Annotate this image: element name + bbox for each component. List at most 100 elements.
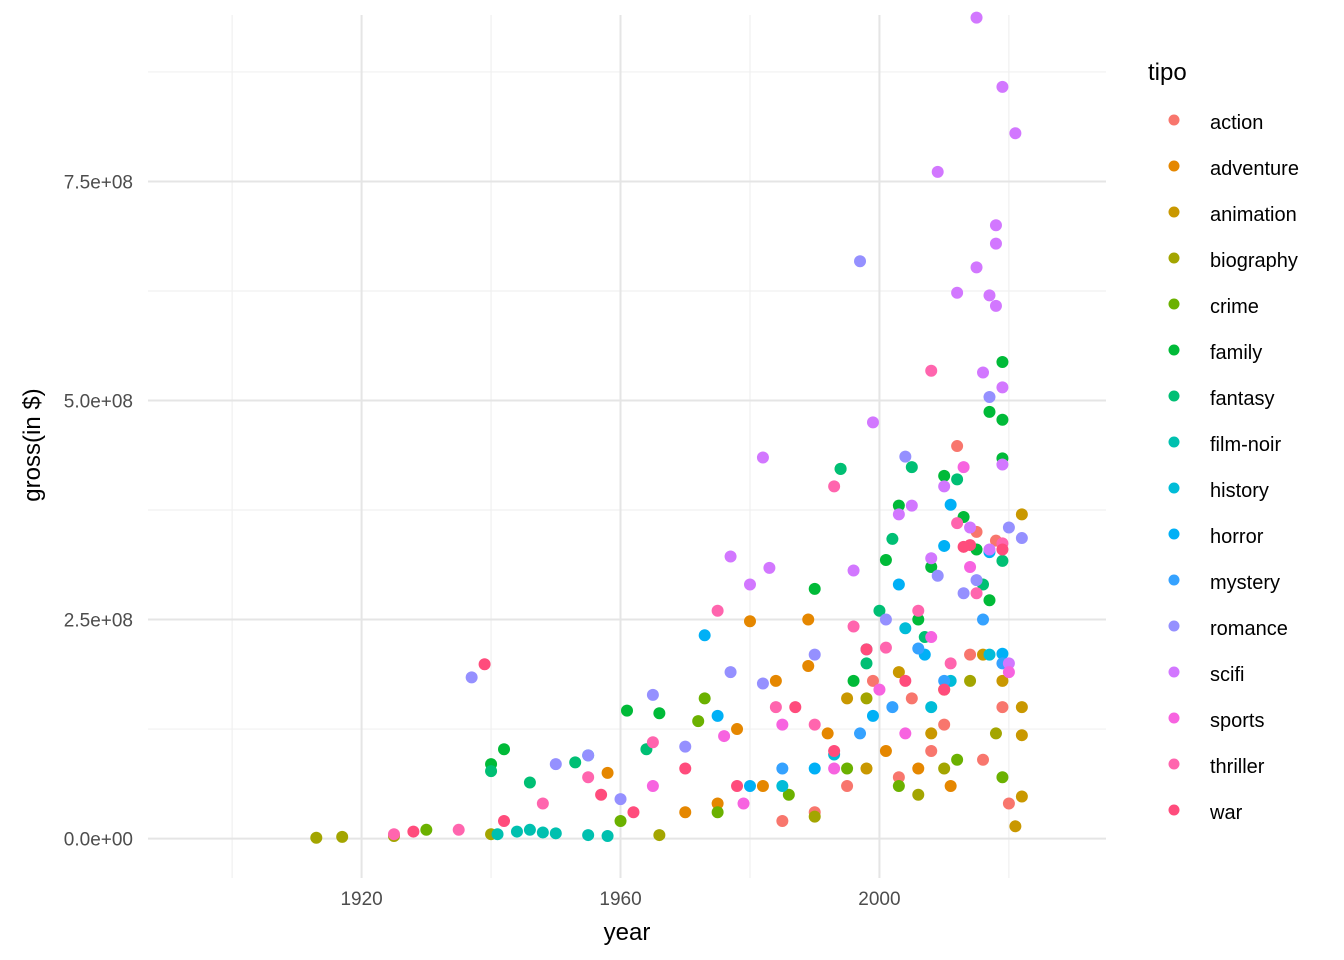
- data-point-scifi: [892, 508, 905, 521]
- data-point-romance: [1002, 521, 1015, 534]
- data-point-scifi: [1009, 127, 1022, 140]
- data-point-romance: [582, 749, 595, 762]
- data-point-scifi: [925, 552, 938, 565]
- data-point-mystery: [886, 701, 899, 714]
- data-point-adventure: [912, 762, 925, 775]
- y-axis-title: gross(in $): [19, 388, 46, 501]
- data-point-biography: [912, 788, 925, 801]
- data-point-horror: [711, 709, 724, 722]
- data-point-romance: [724, 666, 737, 679]
- data-point-adventure: [802, 659, 815, 672]
- data-points: [310, 11, 1028, 844]
- data-point-scifi: [977, 366, 990, 379]
- data-point-scifi: [996, 80, 1009, 93]
- data-point-war: [731, 780, 744, 793]
- y-tick-label: 2.5e+08: [64, 611, 133, 632]
- x-tick-label: 1960: [599, 889, 641, 910]
- legend-label-sports: sports: [1210, 710, 1264, 732]
- data-point-family: [925, 560, 938, 573]
- data-point-animation: [860, 762, 873, 775]
- data-point-scifi: [951, 286, 964, 299]
- data-point-animation: [841, 692, 854, 705]
- data-point-thriller: [970, 587, 983, 600]
- data-point-family: [983, 594, 996, 607]
- legend-label-mystery: mystery: [1210, 572, 1280, 594]
- data-point-action: [964, 648, 977, 661]
- legend-key-action: [1168, 114, 1180, 126]
- data-point-scifi: [964, 521, 977, 534]
- data-point-mystery: [938, 674, 951, 687]
- data-point-sports: [646, 780, 659, 793]
- data-point-war: [407, 825, 420, 838]
- data-point-war: [498, 815, 511, 828]
- data-point-adventure: [879, 744, 892, 757]
- legend-key-crime: [1168, 298, 1180, 310]
- data-point-thriller: [912, 604, 925, 617]
- legend-key-thriller: [1168, 758, 1180, 770]
- data-point-romance: [970, 574, 983, 587]
- data-point-fantasy: [886, 532, 899, 545]
- x-axis-title: year: [604, 919, 651, 946]
- data-point-family: [847, 674, 860, 687]
- data-point-adventure: [679, 806, 692, 819]
- data-point-family: [808, 582, 821, 595]
- data-point-thriller: [711, 604, 724, 617]
- legend-label-horror: horror: [1210, 526, 1264, 548]
- legend-label-adventure: adventure: [1210, 158, 1299, 180]
- data-point-scifi: [983, 289, 996, 302]
- x-tick-label: 1920: [340, 889, 382, 910]
- legend-label-history: history: [1210, 480, 1269, 502]
- data-point-sports: [964, 560, 977, 573]
- data-point-biography: [336, 830, 349, 843]
- data-point-sports: [737, 797, 750, 810]
- data-point-war: [627, 806, 640, 819]
- legend-label-action: action: [1210, 112, 1263, 134]
- legend-label-animation: animation: [1210, 204, 1297, 226]
- data-point-romance: [957, 587, 970, 600]
- data-point-scifi: [970, 261, 983, 274]
- data-point-biography: [860, 692, 873, 705]
- data-point-crime: [892, 780, 905, 793]
- legend-key-scifi: [1168, 666, 1180, 678]
- data-point-romance: [899, 450, 912, 463]
- data-point-family: [621, 704, 633, 717]
- data-point-scifi: [938, 480, 951, 493]
- legend-key-fantasy: [1168, 390, 1180, 402]
- data-point-animation: [925, 727, 938, 740]
- legend-key-family: [1168, 344, 1180, 356]
- data-point-biography: [964, 674, 977, 687]
- data-point-scifi: [996, 381, 1009, 394]
- legend-label-fantasy: fantasy: [1210, 388, 1274, 410]
- data-point-family: [996, 355, 1009, 368]
- legend-title: tipo: [1148, 59, 1187, 86]
- data-point-romance: [646, 688, 659, 701]
- data-point-romance: [879, 613, 892, 626]
- legend-key-adventure: [1168, 160, 1180, 172]
- data-point-sports: [957, 461, 970, 474]
- data-point-horror: [808, 762, 821, 775]
- data-point-war: [938, 683, 951, 696]
- data-point-scifi: [1002, 657, 1015, 670]
- legend-key-film-noir: [1168, 436, 1180, 448]
- data-point-fantasy: [569, 756, 582, 769]
- data-point-war: [679, 762, 692, 775]
- legend-label-biography: biography: [1210, 250, 1298, 272]
- legend-key-sports: [1168, 712, 1180, 724]
- data-point-action: [1002, 797, 1015, 810]
- data-point-film-noir: [549, 827, 562, 840]
- legend-label-romance: romance: [1210, 618, 1288, 640]
- data-point-mystery: [776, 762, 789, 775]
- legend-label-film-noir: film-noir: [1210, 434, 1281, 456]
- data-point-sports: [899, 727, 912, 740]
- data-point-adventure: [743, 615, 756, 628]
- data-point-action: [892, 771, 905, 784]
- data-point-war: [595, 788, 608, 801]
- data-point-family: [879, 553, 892, 566]
- data-point-romance: [808, 648, 821, 661]
- data-point-horror: [743, 780, 756, 793]
- data-point-romance: [756, 677, 769, 690]
- data-point-scifi: [931, 165, 944, 178]
- data-point-adventure: [731, 723, 744, 736]
- data-point-animation: [892, 666, 905, 679]
- data-point-action: [905, 692, 918, 705]
